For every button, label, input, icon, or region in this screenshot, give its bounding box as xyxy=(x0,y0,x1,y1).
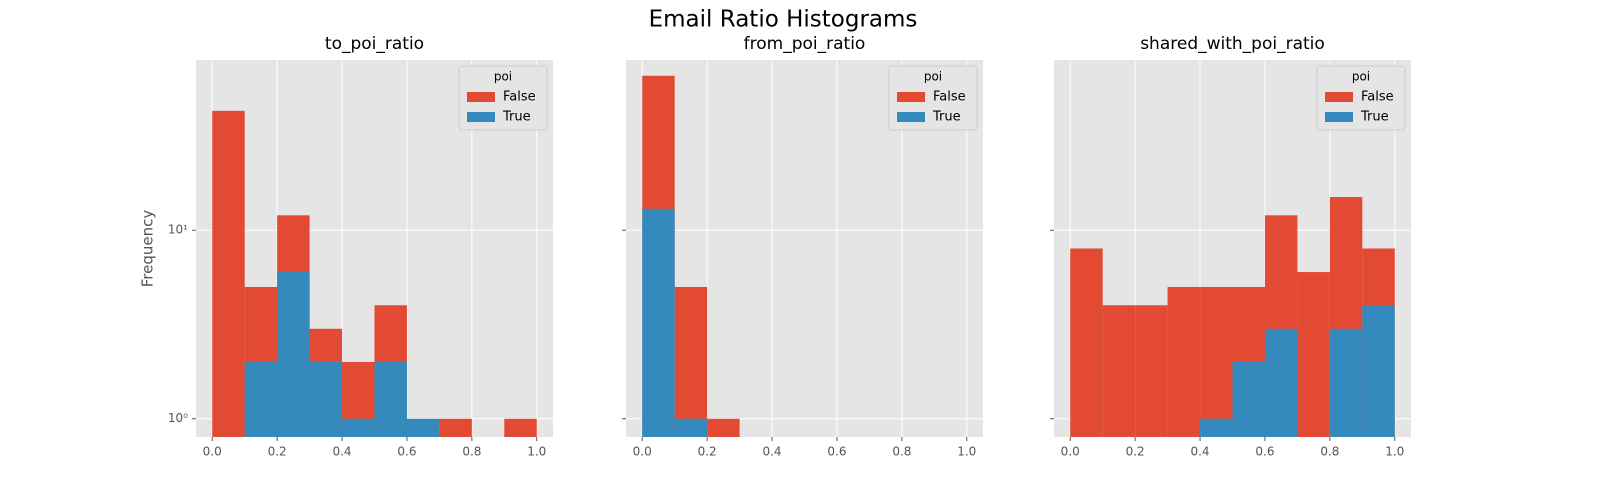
x-tick-label: 1.0 xyxy=(1385,445,1404,459)
x-tick-label: 0.2 xyxy=(698,445,717,459)
bar xyxy=(1200,286,1233,437)
bar xyxy=(707,418,740,437)
x-tick-label: 0.0 xyxy=(1061,445,1080,459)
legend-swatch xyxy=(897,112,925,122)
subplot-title: from_poi_ratio xyxy=(744,34,866,54)
bar xyxy=(244,361,278,437)
subplot: to_poi_ratio 0.0 0.2 0.4 0.6 0.8 1.0 10⁰ 10¹ Freq… xyxy=(139,34,553,459)
figure-title: Email Ratio Histograms xyxy=(649,7,918,33)
legend-label: False xyxy=(503,90,536,105)
bar xyxy=(309,361,343,437)
legend-label: False xyxy=(1361,90,1394,105)
x-tick-label: 0.0 xyxy=(203,445,222,459)
bar xyxy=(439,418,472,437)
subplot-title: to_poi_ratio xyxy=(325,34,424,54)
legend-title: poi xyxy=(1352,70,1370,84)
subplot: from_poi_ratio 0.0 0.2 0.4 0.6 0.8 1.0 poi False… xyxy=(622,34,983,459)
x-tick-label: 1.0 xyxy=(957,445,976,459)
legend-swatch xyxy=(1325,92,1353,102)
bar xyxy=(212,110,245,437)
x-tick-label: 0.4 xyxy=(762,445,781,459)
x-tick-label: 0.6 xyxy=(1255,445,1274,459)
bar xyxy=(374,361,407,437)
x-tick-label: 0.6 xyxy=(827,445,846,459)
bar xyxy=(1232,361,1265,437)
bar xyxy=(642,208,675,437)
bar xyxy=(342,418,375,437)
legend-label: True xyxy=(932,110,961,125)
x-tick-label: 0.8 xyxy=(462,445,481,459)
x-tick-label: 0.8 xyxy=(1320,445,1339,459)
legend-swatch xyxy=(467,92,495,102)
legend-swatch xyxy=(467,112,495,122)
bar xyxy=(406,418,440,437)
legend-label: True xyxy=(1360,110,1389,125)
x-tick-label: 0.0 xyxy=(633,445,652,459)
legend-title: poi xyxy=(924,70,942,84)
bar xyxy=(1070,248,1103,437)
y-tick-label: 10⁰ xyxy=(168,411,188,425)
bar xyxy=(1167,286,1201,437)
x-tick-label: 1.0 xyxy=(527,445,546,459)
bar xyxy=(1135,305,1168,437)
x-tick-label: 0.4 xyxy=(332,445,351,459)
bar xyxy=(1297,272,1330,437)
legend-label: False xyxy=(933,90,966,105)
bar xyxy=(1200,418,1233,437)
x-tick-label: 0.2 xyxy=(1126,445,1145,459)
bar xyxy=(1329,328,1363,437)
bar xyxy=(674,286,708,437)
bar xyxy=(1362,305,1395,437)
x-tick-label: 0.8 xyxy=(892,445,911,459)
bar xyxy=(277,272,310,437)
subplot: shared_with_poi_ratio 0.0 0.2 0.4 0.6 0.8 1.0 p… xyxy=(1050,34,1411,459)
subplot-title: shared_with_poi_ratio xyxy=(1140,34,1325,54)
legend-label: True xyxy=(502,110,531,125)
legend-title: poi xyxy=(494,70,512,84)
x-tick-label: 0.4 xyxy=(1190,445,1209,459)
x-tick-label: 0.6 xyxy=(397,445,416,459)
legend-swatch xyxy=(1325,112,1353,122)
y-tick-label: 10¹ xyxy=(168,223,188,237)
bar xyxy=(1102,305,1136,437)
y-axis-label: Frequency xyxy=(139,210,157,288)
legend-swatch xyxy=(897,92,925,102)
bar xyxy=(1264,328,1298,437)
bar xyxy=(674,418,708,437)
x-tick-label: 0.2 xyxy=(268,445,287,459)
bar xyxy=(504,418,537,437)
